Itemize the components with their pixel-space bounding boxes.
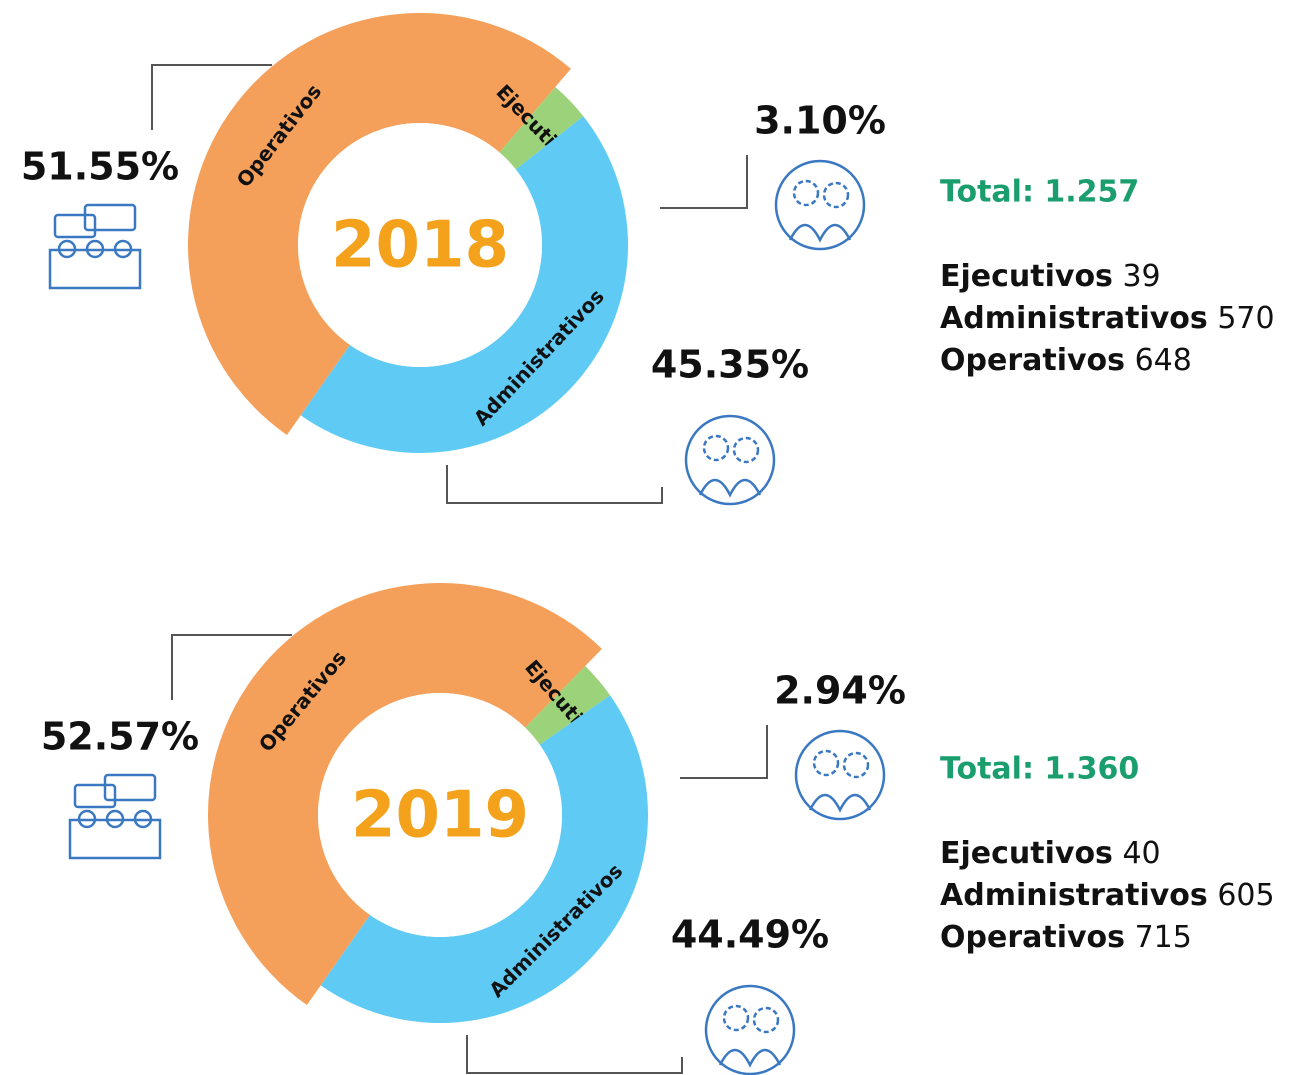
donut-segment: [300, 116, 628, 454]
icon: [792, 179, 820, 207]
count-name: Administrativos: [940, 301, 1208, 336]
icon: [103, 773, 157, 802]
icon: [732, 436, 760, 464]
connector: [660, 155, 748, 209]
icon: [698, 478, 762, 498]
icon: [722, 1004, 750, 1032]
icon: [808, 793, 872, 813]
count-value: 648: [1135, 343, 1192, 378]
count-value: 570: [1217, 301, 1274, 336]
icon: [842, 751, 870, 779]
icon: [113, 239, 133, 259]
icon: [73, 783, 117, 809]
connector: [151, 64, 272, 130]
count-line: Operativos 648: [940, 343, 1192, 378]
icon: [133, 809, 153, 829]
count-value: 40: [1122, 836, 1160, 871]
total-label: Total: 1.257: [940, 175, 1139, 210]
icon: [812, 749, 840, 777]
icon: [794, 729, 886, 821]
total-label: Total: 1.360: [940, 752, 1139, 787]
icon: [684, 414, 776, 506]
donut-hole: [318, 693, 562, 937]
value-label: 2.94%: [774, 669, 906, 713]
icon: [702, 434, 730, 462]
count-name: Ejecutivos: [940, 259, 1113, 294]
connector: [680, 725, 768, 779]
donut-segment: [208, 583, 602, 1006]
icon: [48, 248, 142, 290]
count-line: Ejecutivos 40: [940, 836, 1161, 871]
count-name: Operativos: [940, 343, 1125, 378]
count-line: Administrativos 605: [940, 878, 1275, 913]
icon: [77, 809, 97, 829]
icon: [788, 223, 852, 243]
donut-segment: [499, 87, 584, 170]
icon: [85, 239, 105, 259]
center-label: 2018: [331, 209, 509, 283]
center-label: 2019: [351, 779, 529, 853]
donut-hole: [298, 123, 542, 367]
donut-chart: Operativos Ejecutivos Administrativos 2018 5…: [21, 12, 1275, 506]
value-label: 44.49%: [671, 913, 829, 957]
icon: [68, 818, 162, 860]
icon: [752, 1006, 780, 1034]
connector: [466, 1035, 683, 1074]
icon: [105, 809, 125, 829]
value-label: 51.55%: [21, 145, 179, 189]
count-line: Operativos 715: [940, 920, 1192, 955]
count-value: 39: [1122, 259, 1160, 294]
icon: [774, 159, 866, 251]
donut-chart: Operativos Ejecutivos Administrativos 2019 5…: [41, 583, 1275, 1075]
count-value: 605: [1217, 878, 1274, 913]
count-value: 715: [1135, 920, 1192, 955]
value-label: 52.57%: [41, 715, 199, 759]
connector: [446, 465, 663, 504]
count-line: Ejecutivos 39: [940, 259, 1161, 294]
donut-segment: [187, 12, 571, 436]
icon: [704, 984, 796, 1075]
count-name: Administrativos: [940, 878, 1208, 913]
icon: [822, 181, 850, 209]
donut-segment: [320, 695, 649, 1024]
count-name: Operativos: [940, 920, 1125, 955]
value-label: 3.10%: [754, 99, 886, 143]
count-line: Administrativos 570: [940, 301, 1275, 336]
connector: [171, 634, 292, 700]
icon: [83, 203, 137, 232]
count-name: Ejecutivos: [940, 836, 1113, 871]
value-label: 45.35%: [651, 343, 809, 387]
icon: [53, 213, 97, 239]
icon: [718, 1048, 782, 1068]
icon: [57, 239, 77, 259]
donut-segment: [525, 666, 611, 745]
